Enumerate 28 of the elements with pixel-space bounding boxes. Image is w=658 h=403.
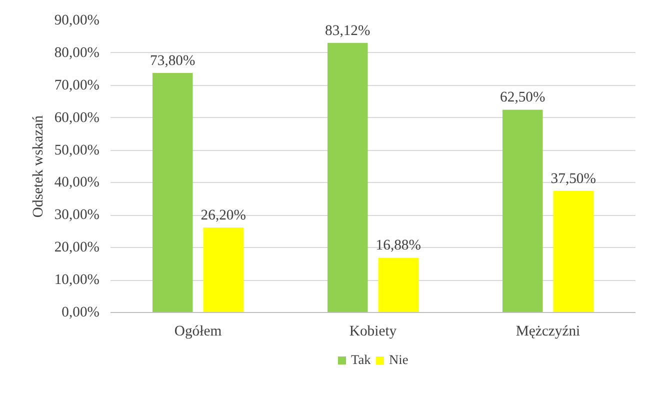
y-tick-label: 10,00%: [54, 272, 100, 288]
x-tick-label: Mężczyźni: [516, 324, 580, 340]
bar: [328, 42, 368, 312]
data-label: 16,88%: [376, 238, 421, 254]
bar: [378, 258, 418, 312]
y-axis-title: Odsetek wskazań: [30, 114, 46, 218]
y-tick-label: 70,00%: [54, 77, 100, 94]
y-tick-label: 90,00%: [54, 12, 100, 28]
data-label: 73,80%: [150, 53, 196, 70]
data-label: 37,50%: [550, 170, 596, 187]
bar: [152, 73, 193, 312]
y-tick-label: 40,00%: [54, 174, 100, 191]
data-label: 62,50%: [500, 90, 546, 106]
y-tick-label: 50,00%: [54, 142, 100, 158]
data-label: 26,20%: [200, 207, 246, 224]
y-tick-label: 0,00%: [62, 304, 100, 320]
y-tick-label: 20,00%: [54, 240, 100, 256]
legend-label: Nie: [389, 352, 409, 368]
x-tick-label: Ogółem: [174, 324, 222, 340]
y-tick-label: 30,00%: [54, 207, 100, 224]
bar: [553, 190, 594, 312]
legend-label: Tak: [351, 352, 371, 368]
bar: [203, 227, 244, 312]
y-tick-label: 60,00%: [54, 110, 100, 126]
bar: [502, 110, 543, 312]
y-tick-label: 80,00%: [54, 44, 100, 61]
x-tick-label: Kobiety: [349, 324, 398, 340]
data-label: 83,12%: [325, 22, 370, 39]
